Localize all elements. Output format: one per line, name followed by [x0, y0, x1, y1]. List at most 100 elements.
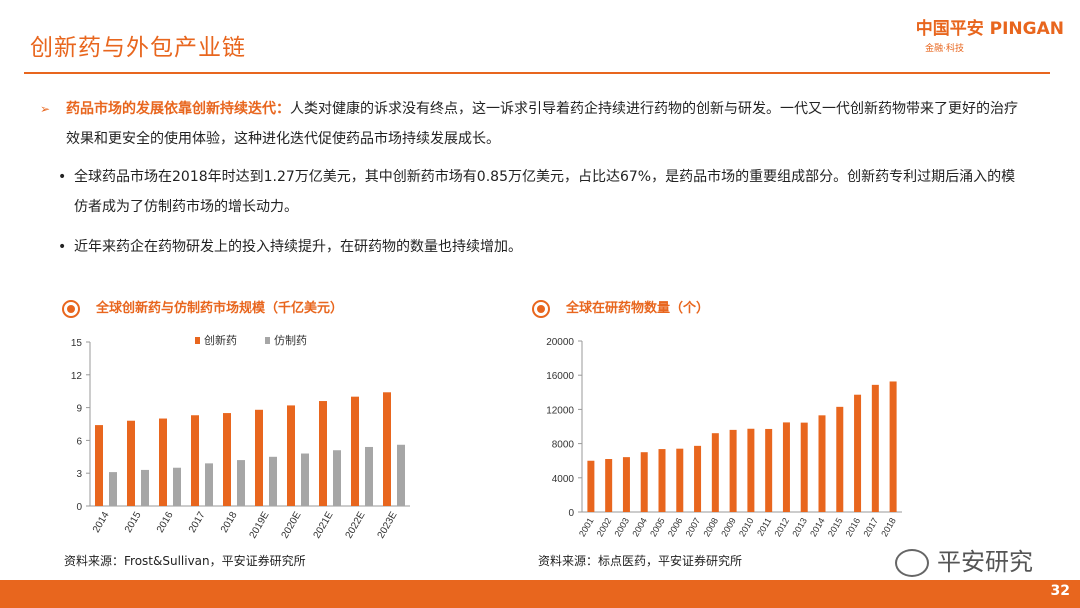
y-tick-label: 12000	[546, 405, 574, 416]
bar-pipeline	[729, 429, 737, 512]
y-tick-label: 16000	[546, 371, 574, 382]
bar-pipeline	[694, 445, 702, 512]
chart1-title: 全球创新药与仿制药市场规模（千亿美元）	[96, 301, 344, 316]
y-tick-label: 15	[71, 338, 83, 349]
page-number: 32	[1050, 583, 1070, 599]
intro-lead: 药品市场的发展依靠创新持续迭代：	[66, 101, 290, 117]
x-tick-label: 2012	[773, 516, 792, 538]
bar-pipeline	[836, 406, 844, 512]
bar-pipeline	[871, 384, 879, 512]
bar-pipeline	[747, 428, 755, 512]
chart1-source: 资料来源：Frost&Sullivan，平安证券研究所	[64, 554, 306, 568]
bullet-dot-icon: •	[58, 169, 67, 185]
bar-pipeline	[800, 422, 808, 512]
bar-pipeline	[854, 394, 862, 512]
bar-generic	[109, 472, 117, 506]
x-tick-label: 2005	[648, 516, 667, 538]
bar-generic	[205, 463, 213, 506]
wechat-icon	[895, 549, 929, 577]
watermark-text: 平安研究	[937, 548, 1033, 576]
bullet-item: • 全球药品市场在2018年时达到1.27万亿美元，其中创新药市场有0.85万亿…	[58, 162, 1018, 222]
x-tick-label: 2016	[155, 510, 176, 535]
bar-generic	[333, 450, 341, 506]
target-circle-icon	[62, 299, 80, 318]
legend-swatch	[265, 337, 270, 344]
bar-pipeline	[587, 460, 595, 512]
x-tick-label: 2001	[577, 516, 596, 538]
intro-text: 人类对健康的诉求没有终点，这一诉求引导着药企持续进行药物的创新与研发。一代又一代…	[66, 101, 1018, 147]
y-tick-label: 12	[71, 371, 83, 382]
y-tick-label: 20000	[546, 337, 574, 348]
bar-generic	[365, 446, 373, 506]
bar-innovative	[351, 396, 359, 506]
y-tick-label: 9	[76, 404, 82, 415]
bar-innovative	[127, 420, 135, 506]
bar-pipeline	[605, 459, 613, 512]
y-tick-label: 3	[76, 469, 82, 480]
bullet-item: • 近年来药企在药物研发上的投入持续提升，在研药物的数量也持续增加。	[58, 232, 1018, 262]
logo-text: 中国平安 PINGAN	[915, 19, 1064, 39]
watermark: 平安研究	[895, 542, 1033, 577]
bar-generic	[237, 460, 245, 506]
y-tick-label: 0	[568, 508, 574, 519]
x-tick-label: 2018	[219, 510, 240, 535]
footer-bar	[0, 580, 1080, 608]
x-tick-label: 2014	[808, 516, 827, 538]
bar-pipeline	[640, 452, 648, 512]
x-tick-label: 2009	[719, 516, 738, 538]
x-tick-label: 2015	[123, 510, 144, 535]
x-tick-label: 2019E	[248, 510, 272, 541]
chart2-heading: 全球在研药物数量（个）	[532, 297, 709, 318]
bar-innovative	[191, 415, 199, 506]
bar-generic	[141, 469, 149, 506]
logo-subtitle: 金融·科技	[925, 44, 964, 54]
title-divider	[24, 72, 1050, 74]
bullet-text: 近年来药企在药物研发上的投入持续提升，在研药物的数量也持续增加。	[74, 239, 522, 255]
bar-innovative	[159, 418, 167, 506]
bar-generic	[173, 467, 181, 506]
arrow-bullet-icon: ➢	[40, 102, 51, 116]
x-tick-label: 2020E	[280, 510, 304, 541]
bar-pipeline	[782, 422, 790, 512]
bar-pipeline	[818, 415, 826, 512]
bar-innovative	[287, 405, 295, 506]
x-tick-label: 2017	[861, 516, 880, 538]
bar-pipeline	[622, 457, 630, 512]
x-tick-label: 2007	[684, 516, 703, 538]
bar-pipeline	[765, 428, 773, 512]
legend-label: 创新药	[204, 333, 237, 347]
bar-pipeline	[889, 381, 897, 512]
x-tick-label: 2013	[790, 516, 809, 538]
x-tick-label: 2017	[187, 510, 208, 535]
chart1-heading: 全球创新药与仿制药市场规模（千亿美元）	[62, 297, 343, 318]
y-tick-label: 0	[76, 502, 82, 513]
x-tick-label: 2023E	[376, 510, 400, 541]
bar-innovative	[383, 392, 391, 506]
bar-innovative	[255, 409, 263, 506]
bar-innovative	[223, 413, 231, 506]
bar-generic	[301, 453, 309, 506]
chart2-source: 资料来源：标点医药，平安证券研究所	[538, 554, 743, 568]
bar-pipeline	[658, 449, 666, 512]
x-tick-label: 2008	[701, 516, 720, 538]
bullet-text: 全球药品市场在2018年时达到1.27万亿美元，其中创新药市场有0.85万亿美元…	[74, 169, 1016, 215]
bar-pipeline	[676, 448, 684, 512]
bar-innovative	[319, 401, 327, 506]
bar-pipeline	[711, 433, 719, 512]
legend-swatch	[195, 337, 200, 344]
x-tick-label: 2006	[666, 516, 685, 538]
x-tick-label: 2014	[91, 510, 112, 535]
bar-generic	[397, 444, 405, 506]
x-tick-label: 2018	[879, 516, 898, 538]
bullet-dot-icon: •	[58, 239, 67, 255]
x-tick-label: 2002	[595, 516, 614, 538]
chart2-title: 全球在研药物数量（个）	[566, 301, 710, 316]
x-tick-label: 2022E	[344, 510, 368, 541]
y-tick-label: 4000	[552, 474, 575, 485]
legend-label: 仿制药	[274, 334, 307, 347]
y-tick-label: 8000	[552, 440, 575, 451]
y-tick-label: 6	[76, 436, 82, 447]
x-tick-label: 2021E	[312, 510, 336, 541]
x-tick-label: 2003	[613, 516, 632, 538]
x-tick-label: 2015	[826, 516, 845, 538]
